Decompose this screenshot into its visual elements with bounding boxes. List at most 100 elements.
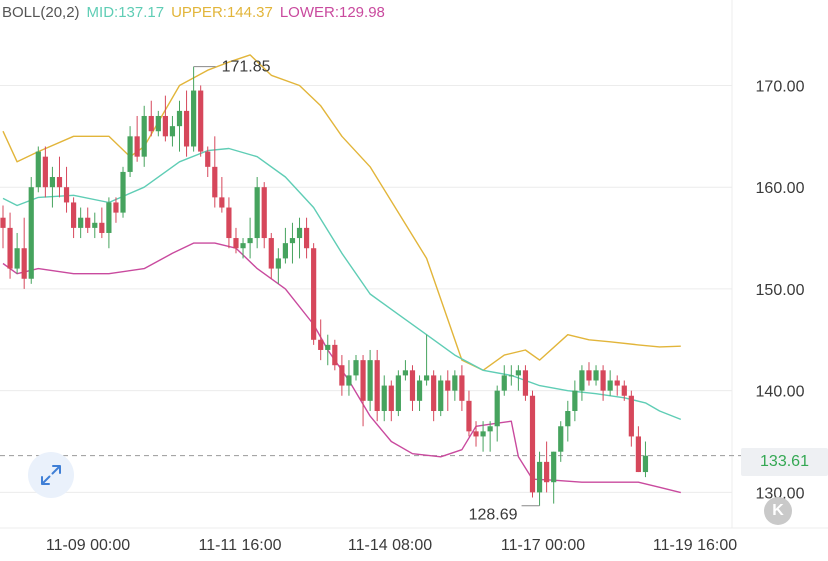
- candle-body: [381, 385, 387, 412]
- candle-body: [205, 151, 211, 167]
- candle-body: [198, 90, 204, 152]
- candle-body: [212, 166, 218, 198]
- legend-mid: MID:137.17: [86, 4, 165, 21]
- candle-body: [409, 370, 416, 401]
- candle-body: [508, 375, 514, 377]
- candle-body: [219, 197, 225, 208]
- candle-body: [49, 177, 56, 188]
- candle-body: [332, 344, 338, 366]
- candle-body: [600, 370, 606, 391]
- candle-body: [226, 207, 232, 239]
- current-price-box: [741, 448, 828, 476]
- k-button[interactable]: K: [764, 497, 792, 525]
- low-price-label: 128.69: [469, 507, 518, 524]
- candle-body: [148, 115, 154, 132]
- candle-body: [35, 151, 41, 188]
- candle-body: [318, 339, 324, 350]
- candle-body: [522, 370, 529, 396]
- candle-body: [395, 375, 401, 412]
- candle-body: [628, 395, 634, 437]
- candle-body: [28, 187, 34, 279]
- candle-body: [339, 365, 345, 386]
- y-tick-label: 130.00: [756, 485, 805, 502]
- candle-body: [296, 227, 303, 239]
- candle-body: [268, 238, 274, 269]
- x-tick-label: 11-17 00:00: [501, 537, 585, 554]
- candle-body: [431, 375, 437, 412]
- candle-body: [452, 375, 458, 391]
- candle-body: [579, 370, 585, 391]
- candle-body: [466, 400, 472, 432]
- y-tick-label: 140.00: [756, 384, 805, 401]
- candle-body: [303, 227, 310, 249]
- candle-body: [183, 110, 190, 147]
- candle-body: [501, 375, 507, 391]
- candle-body: [141, 115, 147, 157]
- candle-body: [78, 217, 84, 228]
- candle-body: [63, 187, 70, 203]
- candle-body: [162, 115, 168, 137]
- candle-body: [176, 110, 183, 127]
- candle-body: [275, 258, 281, 269]
- candle-body: [261, 187, 267, 239]
- candle-body: [113, 202, 119, 213]
- candle-body: [487, 426, 493, 432]
- candle-body: [311, 248, 317, 340]
- candle-body: [254, 187, 260, 239]
- candle-body: [85, 217, 91, 228]
- candle-body: [515, 370, 521, 376]
- candle-body: [374, 360, 380, 412]
- high-price-label: 171.85: [222, 59, 271, 76]
- boll-mid-line: [2, 147, 682, 421]
- candle-body: [544, 461, 550, 483]
- expand-button[interactable]: [28, 452, 74, 498]
- candle-body: [565, 411, 571, 427]
- candle-body: [586, 370, 592, 381]
- candle-body: [353, 360, 359, 376]
- candle-body: [551, 451, 557, 483]
- candle-body: [558, 426, 564, 452]
- candle-body: [593, 370, 599, 381]
- candle-body: [346, 375, 352, 386]
- x-tick-label: 11-14 08:00: [348, 537, 432, 554]
- expand-arrows-icon: [41, 465, 61, 485]
- candle-body: [402, 370, 409, 376]
- candle-body: [635, 436, 641, 473]
- candle-body: [536, 461, 543, 493]
- x-tick-label: 11-11 16:00: [198, 537, 281, 554]
- candle-body: [120, 171, 126, 213]
- y-tick-label: 170.00: [756, 78, 805, 95]
- candle-body: [14, 248, 20, 269]
- candle-body: [473, 431, 479, 437]
- candle-body: [607, 380, 613, 391]
- candle-body: [7, 227, 13, 269]
- candle-body: [529, 395, 536, 493]
- candle-body: [106, 202, 112, 233]
- x-tick-label: 11-09 00:00: [46, 537, 130, 554]
- candle-body: [360, 360, 366, 401]
- candle-body: [21, 248, 27, 279]
- candle-body: [459, 375, 465, 401]
- candle-body: [621, 385, 627, 396]
- candle-body: [325, 344, 331, 350]
- candle-body: [240, 243, 246, 249]
- candle-body: [614, 380, 620, 386]
- candle-body: [388, 385, 394, 412]
- candle-body: [642, 455, 649, 473]
- y-tick-label: 160.00: [756, 180, 805, 197]
- legend-indicator: BOLL(20,2): [2, 4, 80, 21]
- candle-body: [56, 177, 63, 188]
- candle-body: [367, 360, 373, 401]
- candle-body: [282, 243, 288, 259]
- candle-body: [134, 136, 140, 157]
- legend-upper: UPPER:144.37: [171, 4, 273, 21]
- candle-body: [416, 380, 423, 401]
- candle-body: [424, 375, 430, 381]
- boll-upper-line: [2, 54, 681, 371]
- candle-body: [247, 238, 253, 244]
- candle-body: [0, 217, 6, 228]
- candle-body: [289, 238, 296, 244]
- current-price-label: 133.61: [760, 453, 809, 470]
